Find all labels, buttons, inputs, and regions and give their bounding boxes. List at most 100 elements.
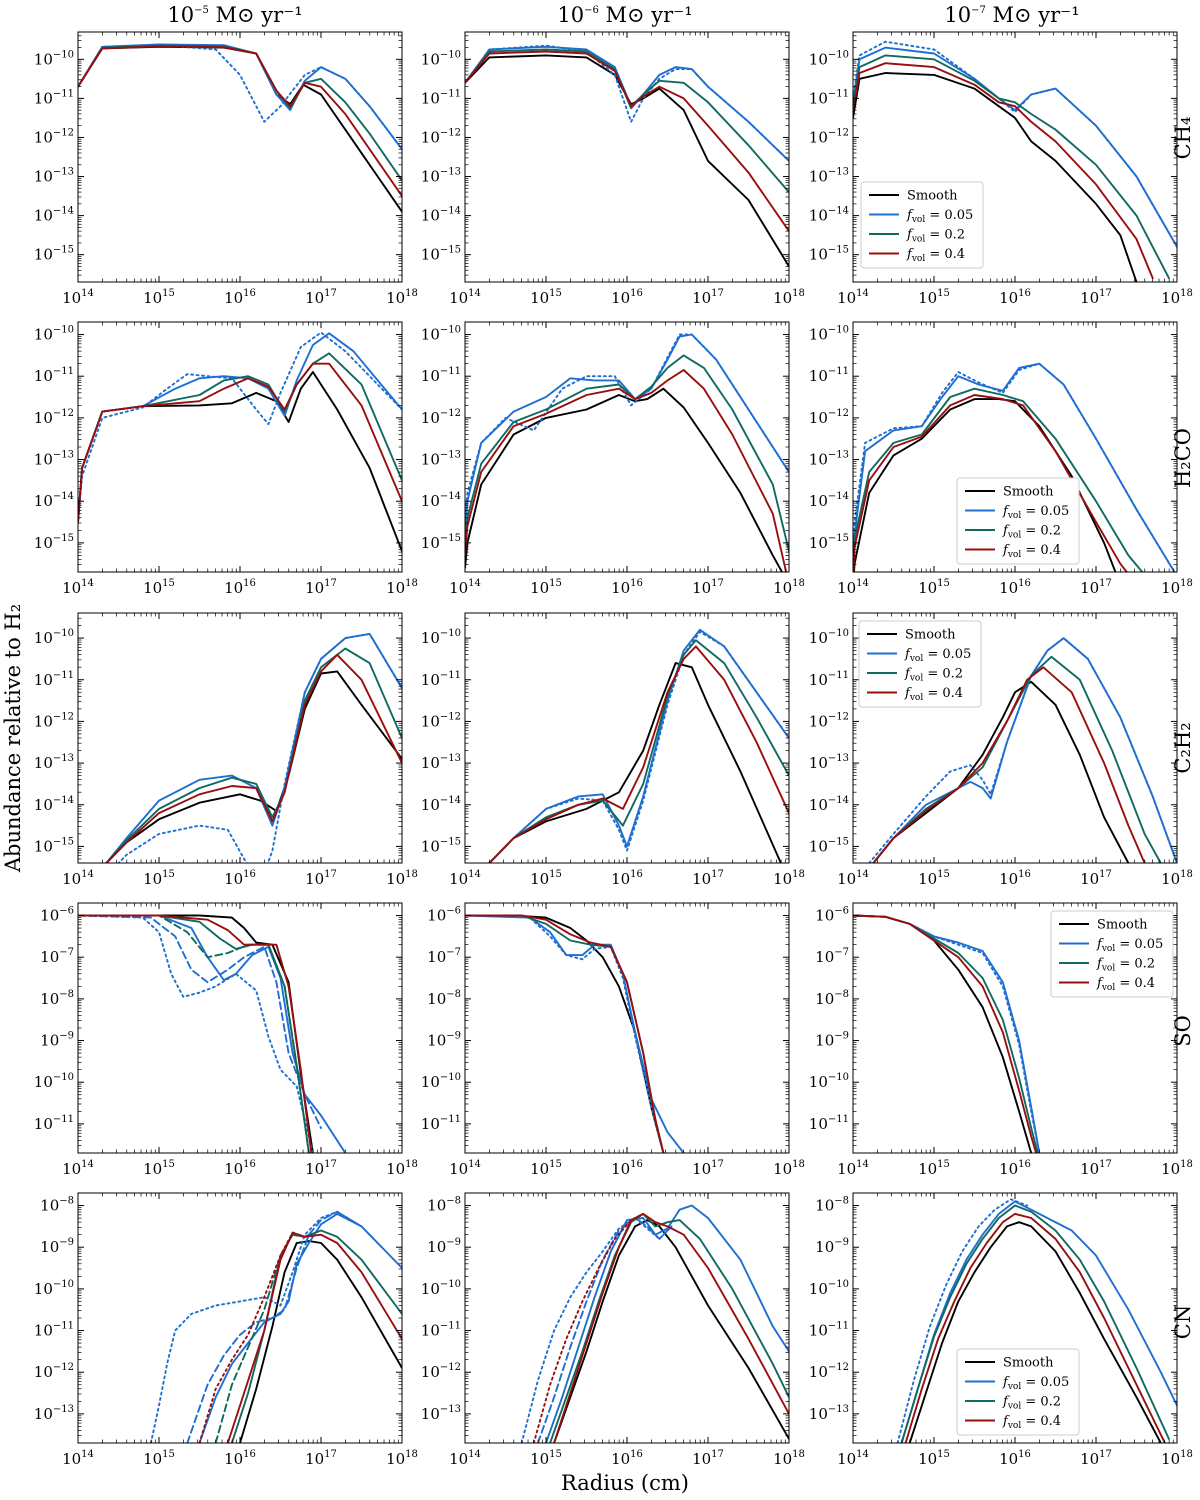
- column-title-1: 10−6 M⊙ yr⁻¹: [557, 3, 692, 27]
- series-smooth-solid: [105, 670, 402, 863]
- y-tick-label: 10−11: [809, 670, 849, 689]
- y-tick-label: 10−12: [421, 408, 461, 427]
- series-smooth-solid: [853, 72, 1138, 282]
- y-tick-label: 10−6: [427, 906, 461, 925]
- series-f02-solid: [853, 914, 1039, 1153]
- series-f005-dotted: [896, 1198, 1029, 1443]
- panel-h2co-1: 1014 1015 1016 1017 1018 10−10 10−11 10−12 10−13…: [421, 321, 805, 597]
- legend-label-f04: fvol = 0.4: [1002, 1414, 1061, 1431]
- y-tick-label: 10−13: [809, 450, 849, 469]
- x-tick-label: 1015: [143, 1159, 175, 1178]
- legend-label-f005: fvol = 0.05: [1096, 937, 1163, 954]
- y-tick-label: 10−11: [34, 88, 74, 107]
- panel-so-0: 1014 1015 1016 1017 1018 10−6 10−7 10−8 10−9 10−1…: [34, 902, 418, 1178]
- x-tick-label: 1018: [1161, 869, 1193, 888]
- x-tick-label: 1016: [611, 288, 643, 307]
- legend-label-f04: fvol = 0.4: [906, 247, 965, 264]
- y-tick-label: 10−15: [421, 836, 461, 855]
- y-tick-label: 10−11: [34, 1114, 74, 1133]
- x-tick-label: 1017: [305, 1449, 337, 1468]
- x-tick-label: 1014: [449, 578, 481, 597]
- panel-ch4-2: 1014 1015 1016 1017 1018 10−10 10−11 10−12 10−13…: [809, 31, 1193, 307]
- y-tick-label: 10−15: [421, 533, 461, 552]
- y-tick-label: 10−11: [34, 1321, 74, 1340]
- x-tick-label: 1015: [143, 869, 175, 888]
- series-f04-solid: [853, 394, 1128, 572]
- x-tick-label: 1015: [530, 288, 562, 307]
- y-tick-label: 10−9: [815, 1031, 849, 1050]
- row-label-c2h2: C₂H₂: [1171, 722, 1195, 773]
- y-tick-label: 10−8: [815, 989, 849, 1008]
- legend-box: [956, 1348, 1080, 1436]
- legend-label-f005: fvol = 0.05: [1002, 1375, 1069, 1392]
- y-tick-label: 10−13: [809, 1404, 849, 1423]
- y-tick-label: 10−8: [815, 1196, 849, 1215]
- series-f005-dotted: [78, 331, 402, 523]
- curves: [853, 914, 1041, 1153]
- y-tick-label: 10−12: [34, 127, 74, 146]
- panel-c2h2-2: 1014 1015 1016 1017 1018 10−10 10−11 10−12 10−13…: [809, 612, 1193, 888]
- y-tick-label: 10−11: [421, 670, 461, 689]
- x-tick-label: 1018: [773, 1449, 805, 1468]
- y-tick-label: 10−10: [809, 628, 849, 647]
- panel-so-2: 1014 1015 1016 1017 1018 10−6 10−7 10−8 10−9 10−1…: [809, 902, 1193, 1178]
- x-tick-label: 1015: [918, 1449, 950, 1468]
- x-tick-label: 1016: [999, 578, 1031, 597]
- axes-frame: [77, 31, 403, 283]
- series-f005-solid: [465, 914, 685, 1153]
- x-tick-label: 1014: [449, 1159, 481, 1178]
- x-tick-label: 1016: [224, 869, 256, 888]
- y-tick-label: 10−10: [421, 325, 461, 344]
- x-tick-label: 1017: [305, 869, 337, 888]
- legend-label-smooth: Smooth: [907, 189, 958, 204]
- curves: [78, 914, 347, 1153]
- y-tick-label: 10−10: [809, 1072, 849, 1091]
- series-smooth-solid: [872, 680, 1130, 863]
- y-tick-label: 10−8: [427, 1196, 461, 1215]
- series-f005-dotted: [853, 40, 1177, 248]
- y-tick-label: 10−7: [427, 947, 461, 966]
- series-f04-solid: [78, 45, 402, 198]
- x-tick-label: 1017: [1080, 869, 1112, 888]
- y-tick-label: 10−12: [34, 1362, 74, 1381]
- axes-frame: [464, 31, 790, 283]
- series-f04-solid: [105, 653, 402, 863]
- y-tick-label: 10−11: [34, 366, 74, 385]
- series-f02-solid: [230, 1229, 402, 1443]
- x-tick-label: 1017: [1080, 1449, 1112, 1468]
- y-tick-label: 10−14: [421, 795, 461, 814]
- series-smooth-solid: [239, 1240, 402, 1443]
- series-f04-dotted: [198, 1231, 306, 1443]
- legend-box: [1050, 910, 1174, 998]
- x-tick-label: 1016: [611, 1449, 643, 1468]
- x-tick-label: 1014: [62, 578, 94, 597]
- column-title-0: 10−5 M⊙ yr⁻¹: [167, 3, 302, 27]
- series-f005-dotted: [465, 44, 789, 162]
- y-tick-label: 10−13: [421, 167, 461, 186]
- x-tick-label: 1015: [530, 869, 562, 888]
- series-smooth-solid: [465, 387, 784, 572]
- x-tick-label: 1016: [224, 578, 256, 597]
- axes-frame: [464, 321, 790, 573]
- series-smooth-solid: [488, 662, 782, 863]
- curves: [149, 1210, 402, 1443]
- x-tick-label: 1014: [449, 288, 481, 307]
- y-tick-label: 10−11: [421, 366, 461, 385]
- y-tick-label: 10−10: [421, 1072, 461, 1091]
- legend-label-f04: fvol = 0.4: [904, 686, 963, 703]
- y-tick-label: 10−11: [34, 670, 74, 689]
- y-tick-label: 10−10: [34, 1279, 74, 1298]
- x-tick-label: 1018: [1161, 578, 1193, 597]
- curves: [488, 628, 789, 863]
- series-f005-solid: [853, 914, 1041, 1153]
- y-tick-label: 10−13: [421, 1404, 461, 1423]
- x-tick-label: 1015: [143, 578, 175, 597]
- x-tick-label: 1017: [692, 288, 724, 307]
- series-f005-solid: [105, 632, 402, 863]
- x-tick-label: 1016: [999, 1159, 1031, 1178]
- legend-label-smooth: Smooth: [1097, 918, 1148, 933]
- y-tick-label: 10−8: [40, 989, 74, 1008]
- y-tick-label: 10−13: [34, 167, 74, 186]
- y-tick-label: 10−8: [40, 1196, 74, 1215]
- series-f04-solid: [853, 914, 1038, 1153]
